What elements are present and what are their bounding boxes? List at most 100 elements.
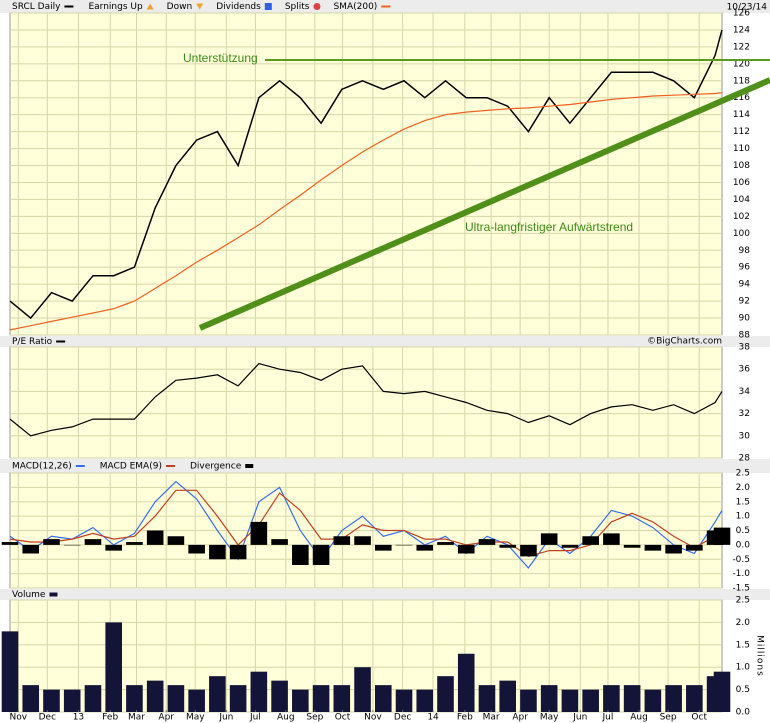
bar [713, 671, 731, 712]
bar [686, 685, 703, 712]
bar [540, 533, 558, 545]
series-line [9, 489, 723, 558]
y-tick-label: 120 [733, 59, 750, 69]
y-tick-label: -1.5 [732, 584, 750, 594]
bar [167, 685, 185, 712]
y-tick-label: 88 [739, 331, 751, 341]
bar [354, 667, 371, 712]
legend-label: Earnings Up [88, 2, 143, 12]
bar [209, 676, 226, 712]
bar [22, 685, 40, 712]
x-tick-label: Jun [572, 713, 587, 723]
bar [333, 536, 351, 545]
x-tick-label: Dec [39, 713, 56, 723]
legend-marker [313, 3, 321, 10]
bar [561, 689, 579, 712]
bar [271, 539, 288, 545]
y-tick-label: 2.0 [736, 483, 751, 493]
bar [271, 680, 288, 712]
y-tick-label: 102 [733, 212, 750, 222]
bar [292, 544, 309, 565]
y-tick-label: 100 [733, 229, 750, 239]
x-tick-label: Sep [306, 713, 323, 723]
x-tick-label: Sep [660, 713, 677, 723]
y-axis-label: Millions [755, 635, 765, 677]
y-tick-label: 112 [733, 127, 750, 137]
y-tick-label: 92 [739, 297, 750, 307]
bar [105, 544, 122, 551]
y-tick-label: 30 [739, 431, 751, 441]
y-tick-label: 0.0 [736, 540, 751, 550]
bar [63, 544, 81, 546]
panel-header [0, 589, 770, 600]
y-tick-label: 0.5 [736, 526, 750, 536]
bar [292, 689, 309, 712]
bar [713, 527, 731, 545]
bar [22, 544, 40, 554]
bar [665, 685, 682, 712]
x-tick-label: Dec [394, 713, 411, 723]
x-tick-label: Mar [483, 713, 500, 723]
y-tick-label: 90 [739, 314, 751, 324]
bar [126, 685, 143, 712]
bar [623, 685, 641, 712]
bar [126, 542, 143, 545]
x-tick-label: Nov [364, 713, 382, 723]
bar [520, 544, 537, 557]
y-tick-label: 28 [739, 454, 751, 464]
bar [457, 544, 475, 554]
y-tick-label: 98 [739, 246, 751, 256]
bar [43, 539, 60, 545]
bar [644, 544, 662, 551]
x-tick-label: Apr [512, 713, 528, 723]
y-tick-label: 110 [733, 144, 750, 154]
x-tick-label: Feb [102, 713, 118, 723]
bar [603, 533, 620, 545]
bar [84, 685, 102, 712]
y-tick-label: 126 [733, 9, 750, 19]
bar [437, 542, 454, 545]
legend-label: Volume [12, 590, 46, 600]
legend-label: MACD(12,26) [12, 462, 72, 472]
legend-label: P/E Ratio [12, 337, 53, 347]
plot-area [9, 346, 723, 459]
x-tick-label: Mar [128, 713, 145, 723]
y-tick-label: 32 [739, 409, 750, 419]
bar [105, 622, 122, 712]
bar [188, 689, 205, 712]
bar [374, 685, 392, 712]
bar [665, 544, 682, 554]
series-line [9, 480, 723, 569]
bar [582, 689, 599, 712]
legend-label: MACD EMA(9) [100, 462, 162, 472]
y-tick-label: 104 [733, 195, 750, 205]
legend-label: SMA(200) [333, 2, 377, 12]
bar [146, 680, 164, 712]
bar [478, 685, 496, 712]
trend-line [198, 77, 770, 331]
annotation: Unterstützung [183, 51, 258, 65]
legend-swatch [49, 592, 58, 597]
x-tick-label: Nov [10, 713, 28, 723]
y-tick-label: 124 [733, 25, 750, 35]
y-tick-label: -1.0 [732, 569, 750, 579]
x-tick-label: 14 [427, 713, 439, 723]
bar [416, 544, 434, 551]
legend-swatch [245, 464, 254, 468]
legend-label: Down [167, 2, 193, 12]
bar [395, 544, 413, 546]
y-tick-label: 1.5 [736, 497, 750, 507]
x-tick-label: Jun [218, 713, 233, 723]
bar [457, 653, 475, 712]
legend-label: Dividends [216, 2, 261, 12]
bar [582, 536, 599, 545]
y-tick-label: 0.0 [736, 708, 751, 718]
copyright: ©BigCharts.com [647, 337, 722, 347]
bar [1, 631, 19, 712]
x-tick-label: May [186, 713, 205, 723]
y-tick-label: 122 [733, 42, 750, 52]
y-tick-label: -0.5 [732, 555, 750, 565]
